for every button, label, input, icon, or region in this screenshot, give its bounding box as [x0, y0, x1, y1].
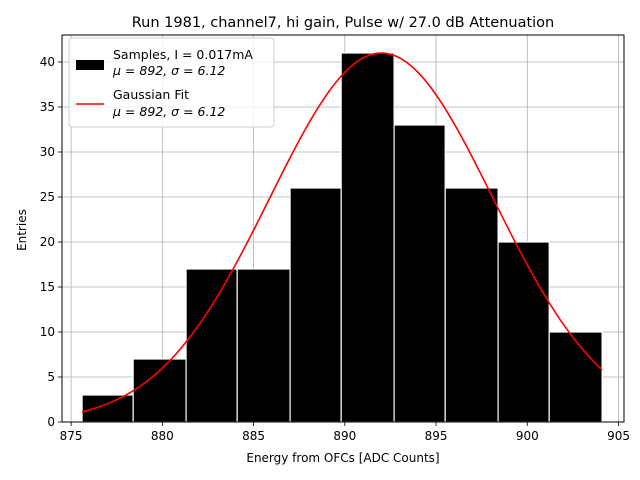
legend-fit-label: Gaussian Fit [113, 87, 189, 102]
legend-samples-stats: μ = 892, σ = 6.12 [112, 63, 225, 78]
histogram-bar [393, 124, 446, 423]
legend-samples-label: Samples, I = 0.017mA [113, 47, 253, 62]
histogram-bars [81, 52, 603, 423]
legend-samples-swatch [76, 60, 104, 70]
legend-fit-stats: μ = 892, σ = 6.12 [112, 104, 225, 119]
y-tick-label: 30 [40, 145, 55, 159]
histogram-bar [548, 331, 603, 423]
histogram-bar [236, 268, 291, 423]
y-tick-label: 25 [40, 190, 55, 204]
y-tick-label: 0 [47, 415, 55, 429]
y-tick-label: 40 [40, 55, 55, 69]
histogram-bar [185, 268, 238, 423]
plot-frame [61, 34, 625, 423]
y-axis-label: Entries [15, 209, 29, 251]
y-tick-label: 5 [47, 370, 55, 384]
histogram-bar [497, 241, 550, 423]
y-tick-label: 35 [40, 100, 55, 114]
x-tick-label: 900 [516, 429, 539, 443]
axis-ticks: 875 880 885 890 895 900 905 0 5 10 15 20 25 30 35 40 [40, 55, 630, 443]
x-tick-label: 885 [242, 429, 265, 443]
y-tick-label: 15 [40, 280, 55, 294]
x-axis-label: Energy from OFCs [ADC Counts] [246, 451, 439, 465]
chart-title: Run 1981, channel7, hi gain, Pulse w/ 27… [132, 15, 555, 31]
legend: Samples, I = 0.017mA μ = 892, σ = 6.12 G… [68, 37, 275, 128]
y-tick-label: 20 [40, 235, 55, 249]
histogram-bar [81, 394, 134, 423]
histogram-bar [340, 52, 395, 423]
x-tick-label: 880 [151, 429, 174, 443]
x-tick-label: 890 [333, 429, 356, 443]
y-tick-label: 10 [40, 325, 55, 339]
x-tick-label: 895 [425, 429, 448, 443]
legend-box [68, 37, 275, 128]
x-tick-label: 905 [607, 429, 630, 443]
x-tick-label: 875 [60, 429, 83, 443]
histogram-bar [444, 187, 499, 423]
fit-curve-group [81, 52, 603, 413]
gaussian-fit-curve [81, 52, 603, 413]
histogram-bar [289, 187, 342, 423]
histogram-bar [132, 358, 187, 423]
